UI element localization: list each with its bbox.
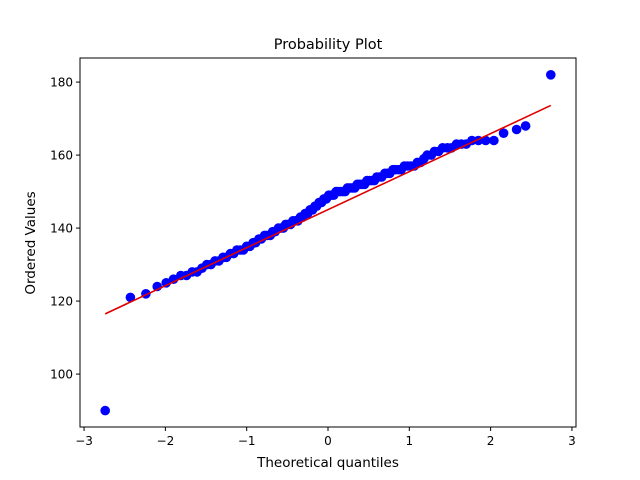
y-tick-label: 120	[50, 295, 73, 309]
x-tick-label: 3	[568, 434, 576, 448]
y-tick-label: 140	[50, 222, 73, 236]
chart-title: Probability Plot	[274, 37, 383, 53]
data-point	[489, 135, 499, 146]
data-point	[498, 128, 509, 138]
y-tick-label: 100	[50, 368, 73, 382]
fit-line-segment	[104, 104, 552, 315]
x-tick-label: −2	[157, 434, 175, 448]
x-tick-label: −3	[75, 434, 93, 448]
x-tick-label: 2	[487, 434, 495, 448]
x-tick-label: 0	[324, 434, 332, 448]
x-tick-label: −1	[238, 434, 256, 448]
data-point	[546, 70, 556, 80]
y-tick-label: 180	[50, 76, 73, 90]
x-tick-label: 1	[405, 434, 413, 448]
data-point	[480, 135, 491, 146]
data-point	[511, 124, 522, 135]
y-axis-label: Ordered Values	[23, 191, 39, 294]
data-point	[125, 292, 136, 303]
data-point	[520, 121, 531, 131]
x-axis-label: Theoretical quantiles	[256, 455, 399, 471]
fit-line	[104, 104, 552, 315]
x-axis-ticks: −3 −2 −1 0 1 2 3	[75, 427, 576, 448]
y-axis-ticks: 100 120 140 160 180	[50, 76, 80, 382]
data-point	[161, 278, 171, 288]
y-tick-label: 160	[50, 149, 73, 163]
data-point	[100, 405, 110, 416]
